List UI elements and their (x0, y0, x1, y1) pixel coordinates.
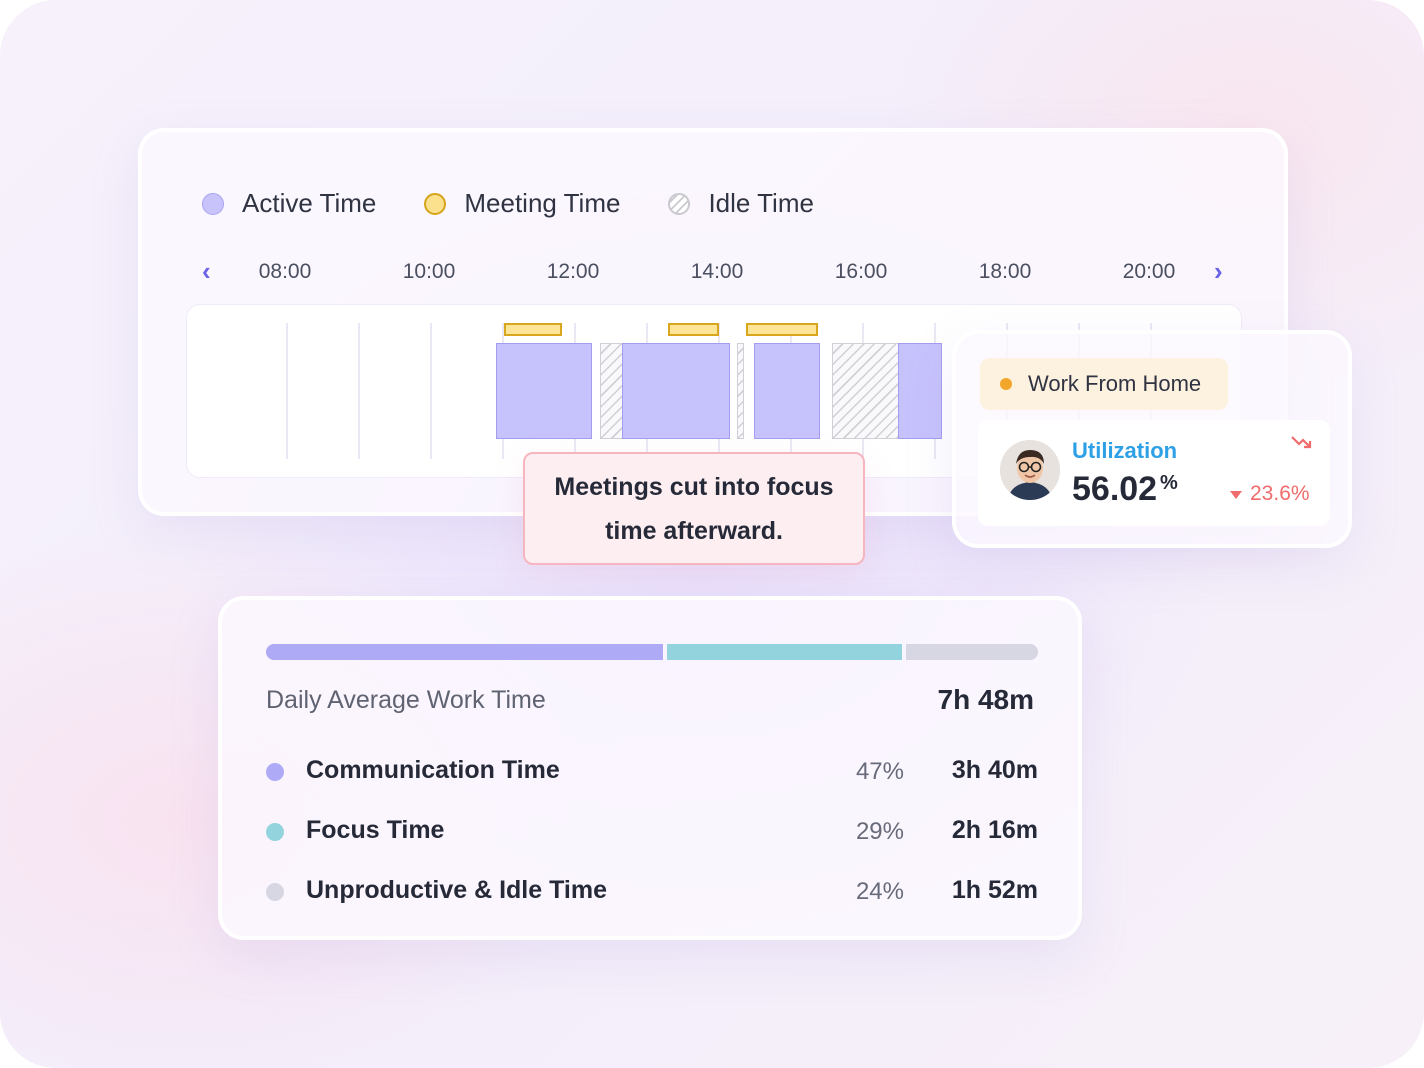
work-time-title: Daily Average Work Time (266, 686, 546, 714)
row-percent: 24% (855, 878, 904, 905)
row-label: Communication Time (306, 756, 560, 784)
legend-idle-label: Idle Time (708, 188, 814, 218)
meeting-dot-icon (424, 192, 447, 215)
utilization-delta: 23.6% (1230, 482, 1310, 506)
timeline-gridline (358, 323, 360, 459)
legend-idle-time: Idle Time (668, 188, 814, 219)
meeting-segment[interactable] (745, 323, 818, 336)
status-dot-icon (1000, 378, 1012, 390)
chevron-right-icon[interactable]: › (1214, 256, 1223, 286)
insight-tooltip: Meetings cut into focus time afterward. (523, 452, 865, 565)
meeting-segment[interactable] (504, 323, 562, 336)
breakdown-row-focus: Focus Time 29% 2h 16m (266, 812, 1038, 852)
work-mode-label: Work From Home (1028, 371, 1202, 396)
idle-hatched-dot-icon (668, 192, 691, 215)
tooltip-text: Meetings cut into focus time afterward. (554, 472, 834, 545)
breakdown-row-unproductive: Unproductive & Idle Time 24% 1h 52m (266, 872, 1038, 912)
active-segment[interactable] (496, 343, 592, 439)
activity-timeline-card: Active Time Meeting Time Idle Time ‹ 08:… (138, 128, 1288, 516)
utilization-unit: % (1160, 472, 1178, 494)
timeline-gridline (286, 323, 288, 459)
row-duration: 3h 40m (951, 756, 1038, 784)
breakdown-row-communication: Communication Time 47% 3h 40m (266, 752, 1038, 792)
legend-active-label: Active Time (242, 188, 377, 218)
row-percent: 47% (855, 758, 904, 785)
utilization-delta-value: 23.6% (1250, 482, 1310, 505)
legend-meeting-label: Meeting Time (464, 188, 621, 218)
axis-tick-label: 20:00 (1122, 260, 1176, 283)
unproductive-bar-segment (906, 644, 1038, 660)
time-axis: ‹ 08:00 10:00 12:00 14:00 16:00 18:00 20:00 › (142, 250, 1284, 290)
active-segment[interactable] (622, 343, 730, 439)
legend-active-time: Active Time (202, 188, 376, 219)
utilization-card: Work From Home Utilization 56.02 % (952, 330, 1352, 548)
focus-dot-icon (266, 823, 284, 841)
meeting-segment[interactable] (667, 323, 720, 336)
work-time-total: 7h 48m (937, 684, 1035, 715)
work-time-stacked-bar (266, 644, 1038, 660)
active-dot-icon (202, 192, 224, 215)
trending-down-icon (1290, 434, 1314, 457)
axis-tick-label: 08:00 (258, 260, 312, 283)
axis-tick-label: 14:00 (690, 260, 744, 283)
utilization-value: 56.02 (1072, 470, 1158, 508)
axis-tick-label: 16:00 (834, 260, 888, 283)
row-duration: 1h 52m (951, 876, 1038, 904)
communication-dot-icon (266, 763, 284, 781)
axis-tick-label: 10:00 (402, 260, 456, 283)
timeline-gridline (430, 323, 432, 459)
row-duration: 2h 16m (951, 816, 1038, 844)
row-label: Focus Time (306, 816, 445, 844)
active-segment[interactable] (898, 343, 943, 439)
row-percent: 29% (855, 818, 904, 845)
axis-tick-label: 18:00 (978, 260, 1032, 283)
work-time-card: Daily Average Work Time 7h 48m Communica… (218, 596, 1082, 940)
avatar (1000, 440, 1060, 500)
axis-tick-label: 12:00 (546, 260, 600, 283)
caret-down-icon (1230, 491, 1242, 499)
work-mode-badge: Work From Home (980, 358, 1228, 410)
legend-meeting-time: Meeting Time (424, 188, 620, 219)
communication-bar-segment (266, 644, 663, 660)
timeline-legend: Active Time Meeting Time Idle Time (202, 188, 862, 219)
utilization-box: Utilization 56.02 % 23.6% (978, 420, 1330, 526)
utilization-label: Utilization (1072, 438, 1178, 463)
unproductive-dot-icon (266, 883, 284, 901)
row-label: Unproductive & Idle Time (306, 876, 607, 904)
chevron-left-icon[interactable]: ‹ (202, 256, 211, 286)
active-segment[interactable] (754, 343, 820, 439)
focus-bar-segment (667, 644, 902, 660)
idle-segment[interactable] (737, 343, 745, 439)
